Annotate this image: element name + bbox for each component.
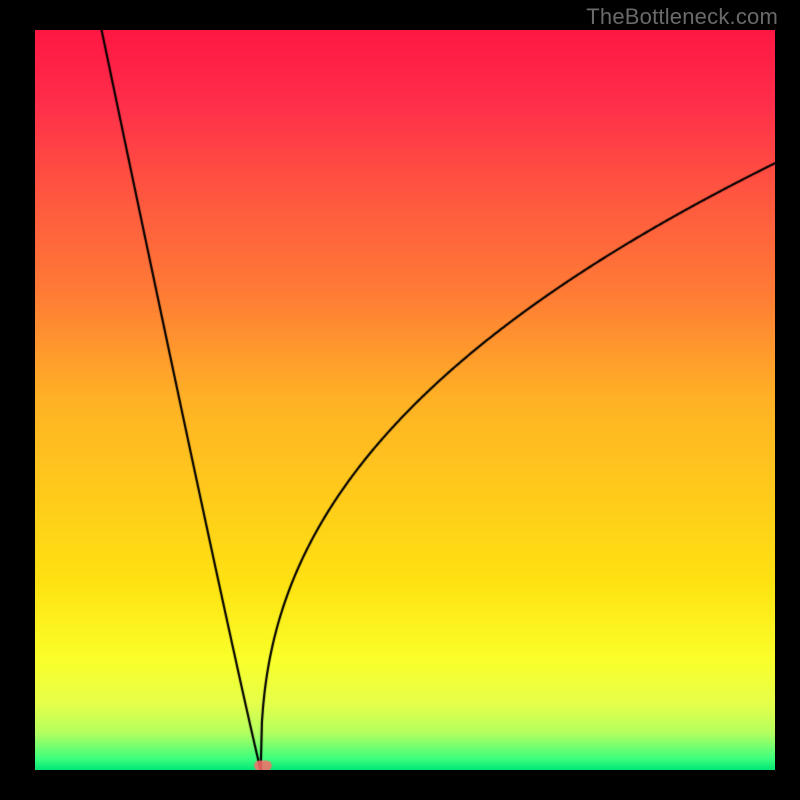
plot-area bbox=[35, 30, 775, 770]
chart-container: TheBottleneck.com bbox=[0, 0, 800, 800]
plot-canvas bbox=[35, 30, 775, 770]
watermark-text: TheBottleneck.com bbox=[586, 4, 778, 30]
